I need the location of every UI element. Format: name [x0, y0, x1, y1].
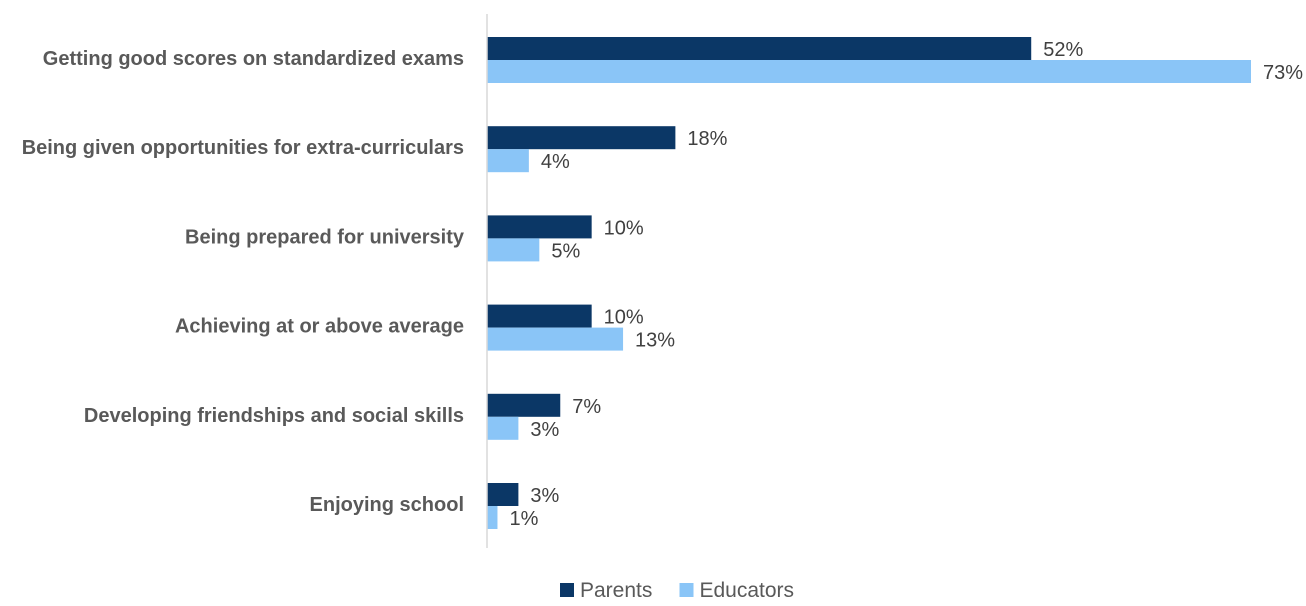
bars-layer — [487, 37, 1251, 529]
value-label-educators: 4% — [541, 151, 570, 173]
legend-swatch-parents — [560, 583, 574, 597]
labels-layer: Getting good scores on standardized exam… — [22, 39, 1304, 530]
category-label: Being prepared for university — [185, 226, 465, 248]
category-label: Enjoying school — [310, 494, 464, 516]
category-label: Getting good scores on standardized exam… — [43, 48, 464, 70]
value-label-parents: 7% — [572, 396, 601, 418]
value-label-educators: 5% — [551, 240, 580, 262]
value-label-educators: 1% — [509, 508, 538, 530]
legend: Parents Educators — [560, 579, 794, 602]
category-label: Achieving at or above average — [175, 316, 464, 338]
value-label-parents: 18% — [687, 128, 727, 150]
bar-parents — [487, 483, 519, 506]
value-label-parents: 3% — [530, 485, 559, 507]
value-label-parents: 10% — [604, 217, 644, 239]
value-label-parents: 52% — [1043, 39, 1083, 61]
bar-parents — [487, 393, 561, 417]
bar-educators — [487, 149, 529, 173]
bar-parents — [487, 215, 592, 239]
category-label: Developing friendships and social skills — [84, 405, 464, 427]
bar-educators — [487, 327, 624, 351]
bar-educators — [487, 416, 519, 440]
bar-parents — [487, 304, 592, 328]
bar-educators — [487, 506, 498, 529]
bar-parents — [487, 126, 676, 150]
legend-label-educators: Educators — [700, 579, 795, 602]
value-label-parents: 10% — [604, 307, 644, 329]
bar-parents — [487, 37, 1032, 60]
bar-educators — [487, 60, 1251, 83]
value-label-educators: 3% — [530, 419, 559, 441]
value-label-educators: 73% — [1263, 62, 1303, 84]
bar-educators — [487, 238, 540, 262]
category-label: Being given opportunities for extra-curr… — [22, 137, 464, 159]
legend-swatch-educators — [679, 583, 694, 597]
value-label-educators: 13% — [635, 330, 675, 352]
legend-label-parents: Parents — [580, 579, 652, 602]
